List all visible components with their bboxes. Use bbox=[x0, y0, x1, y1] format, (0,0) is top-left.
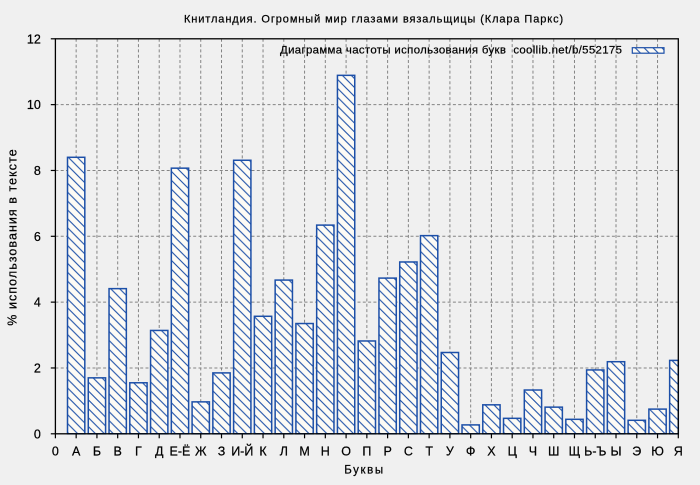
svg-text:Ц: Ц bbox=[508, 444, 518, 458]
svg-text:Э: Э bbox=[632, 444, 641, 458]
svg-text:Диаграмма частоты использовани: Диаграмма частоты использования букв coo… bbox=[280, 44, 622, 56]
svg-text:Е-Ё: Е-Ё bbox=[170, 444, 191, 458]
svg-text:Л: Л bbox=[280, 444, 288, 458]
svg-text:С: С bbox=[404, 444, 413, 458]
svg-text:Г: Г bbox=[135, 444, 142, 458]
svg-text:А: А bbox=[72, 444, 81, 458]
svg-text:Н: Н bbox=[321, 444, 330, 458]
svg-text:0: 0 bbox=[52, 444, 59, 458]
svg-text:4: 4 bbox=[34, 296, 41, 310]
svg-text:И-Й: И-Й bbox=[231, 443, 253, 458]
svg-text:Книтландия. Огромный мир глаза: Книтландия. Огромный мир глазами вязальщ… bbox=[184, 13, 564, 25]
svg-text:12: 12 bbox=[27, 32, 41, 46]
svg-text:Ы: Ы bbox=[610, 444, 621, 458]
svg-text:Ю: Ю bbox=[651, 444, 664, 458]
svg-text:П: П bbox=[362, 444, 371, 458]
svg-text:2: 2 bbox=[34, 362, 41, 376]
svg-text:О: О bbox=[341, 444, 351, 458]
svg-text:З: З bbox=[218, 444, 226, 458]
svg-text:Ч: Ч bbox=[529, 444, 537, 458]
svg-text:Х: Х bbox=[487, 444, 496, 458]
svg-text:Т: Т bbox=[425, 444, 433, 458]
svg-text:0: 0 bbox=[34, 427, 41, 441]
svg-text:Ш: Ш bbox=[548, 444, 559, 458]
svg-text:Щ: Щ bbox=[569, 444, 581, 458]
svg-text:8: 8 bbox=[34, 164, 41, 178]
svg-text:К: К bbox=[259, 444, 267, 458]
svg-text:% использования в тексте: % использования в тексте bbox=[6, 148, 20, 325]
svg-text:Ф: Ф bbox=[466, 444, 476, 458]
svg-text:Буквы: Буквы bbox=[344, 465, 384, 477]
svg-text:Я: Я bbox=[674, 444, 683, 458]
svg-text:Ж: Ж bbox=[195, 444, 207, 458]
svg-text:В: В bbox=[114, 444, 122, 458]
svg-text:6: 6 bbox=[34, 230, 41, 244]
svg-text:10: 10 bbox=[27, 98, 41, 112]
svg-text:Ь-Ъ: Ь-Ъ bbox=[584, 444, 606, 458]
svg-text:Д: Д bbox=[155, 444, 164, 458]
svg-text:М: М bbox=[299, 444, 309, 458]
svg-text:Р: Р bbox=[383, 444, 391, 458]
svg-text:Б: Б bbox=[93, 444, 101, 458]
svg-text:У: У bbox=[446, 444, 454, 458]
